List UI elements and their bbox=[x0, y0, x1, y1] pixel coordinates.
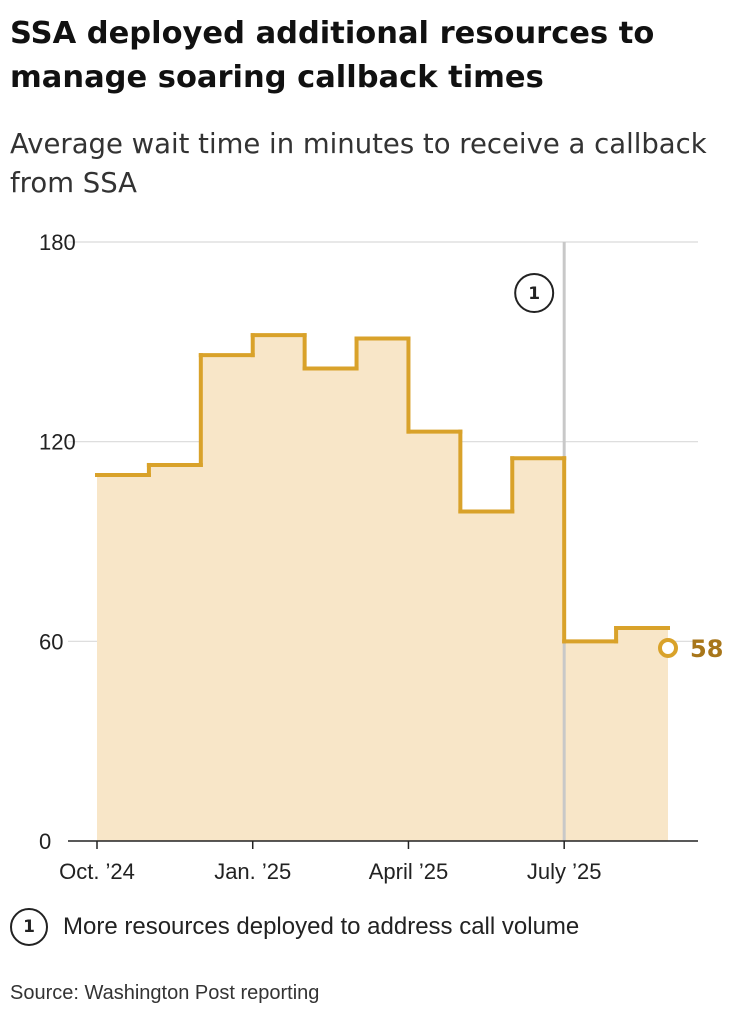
y-tick-label-120: 120 bbox=[39, 430, 76, 455]
area-fill bbox=[97, 335, 668, 841]
y-tick-label-0: 0 bbox=[39, 829, 51, 854]
step-area-chart: 1 0 60 120 180 Oct. ’24 Jan. ’25 April ’25 July… bbox=[39, 230, 723, 884]
last-point-marker bbox=[658, 637, 678, 658]
footnote: 1 More resources deployed to address cal… bbox=[10, 908, 579, 946]
tick-labels: 0 60 120 180 Oct. ’24 Jan. ’25 April ’25 July ’… bbox=[39, 230, 723, 884]
x-tick-label-2025-07: July ’25 bbox=[527, 859, 602, 884]
step-line-group bbox=[95, 333, 678, 658]
y-tick-label-60: 60 bbox=[39, 629, 63, 654]
x-tick-label-2025-04: April ’25 bbox=[369, 859, 448, 884]
last-value-label: 58 bbox=[690, 635, 723, 663]
annotation-marker bbox=[514, 273, 555, 313]
chart-title: SSA deployed additional resources to man… bbox=[10, 16, 655, 95]
axis-group bbox=[68, 840, 698, 849]
source-note: Source: Washington Post reporting bbox=[10, 982, 320, 1004]
footnote-text: More resources deployed to address call … bbox=[63, 913, 580, 940]
area-fill-group bbox=[97, 335, 668, 841]
footnote-marker: 1 bbox=[10, 908, 48, 946]
x-tick-label-2025-01: Jan. ’25 bbox=[214, 859, 291, 884]
x-tick-label-2024-10: Oct. ’24 bbox=[59, 859, 135, 884]
annotation-marker-label: 1 bbox=[528, 284, 540, 304]
chart-subtitle: Average wait time in minutes to receive … bbox=[10, 128, 707, 199]
y-tick-label-180: 180 bbox=[39, 230, 76, 255]
